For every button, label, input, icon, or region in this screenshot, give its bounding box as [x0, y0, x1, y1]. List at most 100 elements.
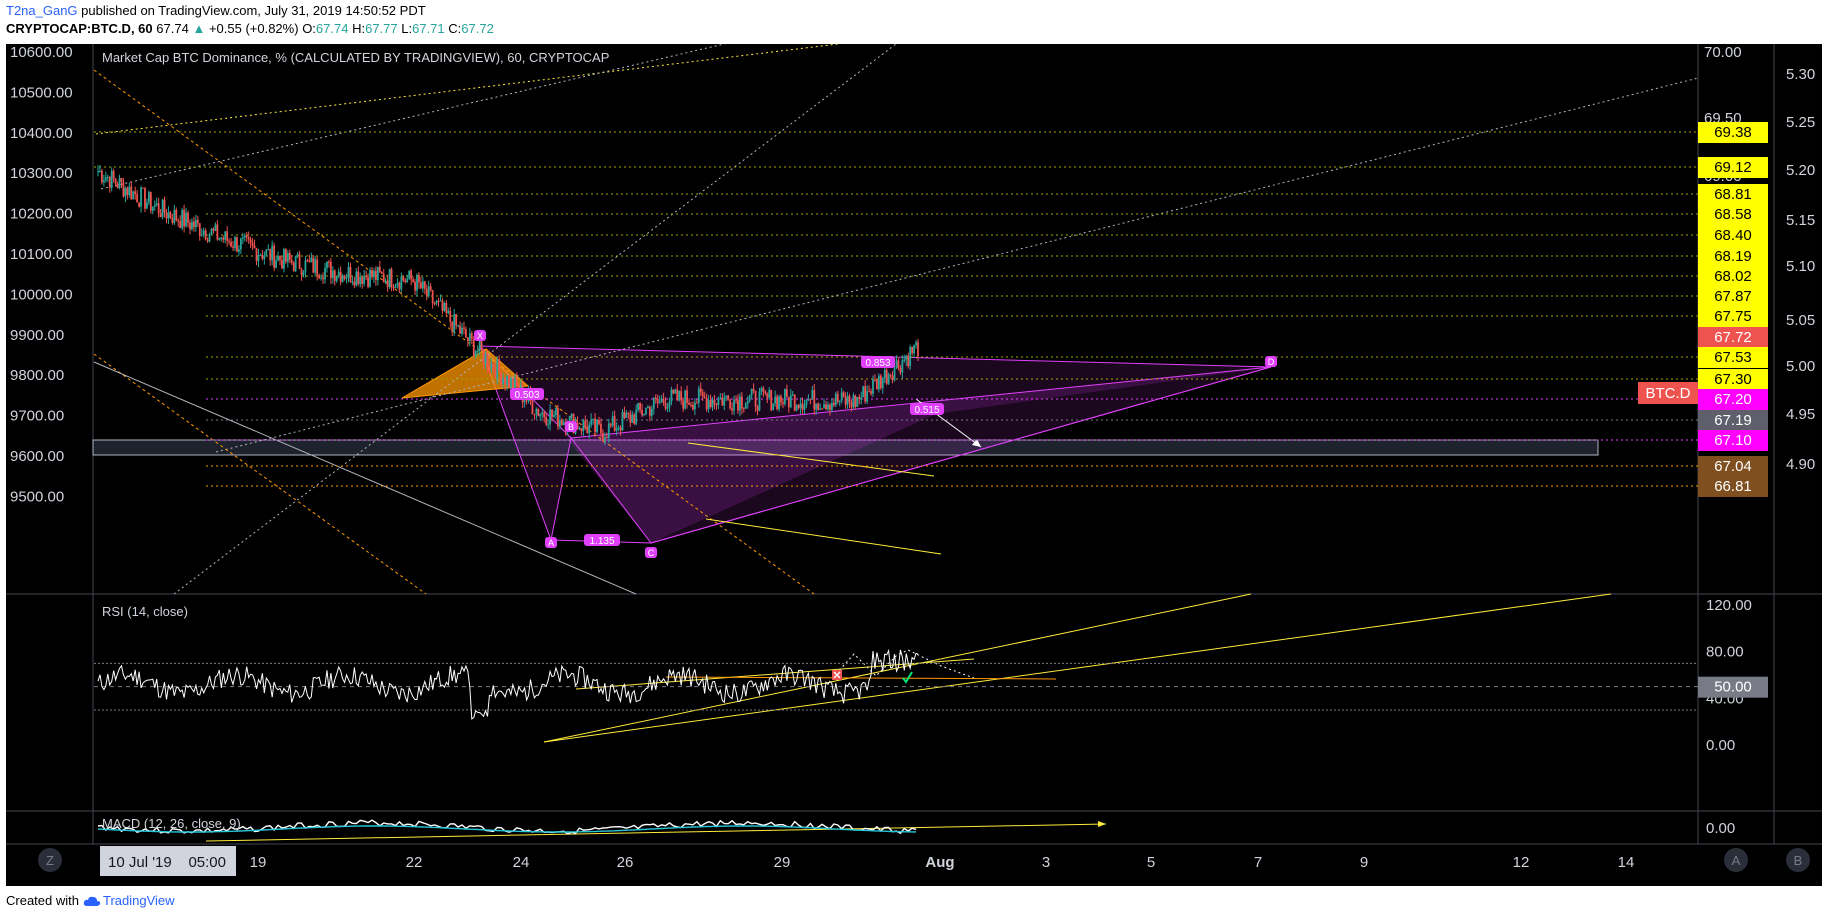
candle-body: [627, 412, 630, 414]
candle-body: [435, 300, 438, 304]
ratio-0503-badge[interactable]: [510, 388, 544, 400]
candle-body: [832, 402, 835, 406]
white-dotted-trend-1[interactable]: [100, 44, 896, 190]
candle-body: [324, 267, 326, 280]
auto-scale-label: A: [1732, 853, 1741, 868]
point-b-badge[interactable]: [565, 421, 577, 432]
rsi-channel-top[interactable]: [543, 593, 1252, 743]
candle-body: [658, 401, 661, 403]
candle-body: [159, 213, 162, 218]
wedge-top[interactable]: [687, 442, 935, 477]
orange-dotted-trend-2[interactable]: [93, 353, 427, 595]
candle-body: [746, 400, 749, 404]
point-a-badge[interactable]: [545, 537, 557, 548]
rsi-channel-inner[interactable]: [575, 658, 975, 690]
candle-body: [443, 302, 446, 311]
candle-body: [553, 415, 555, 417]
time-axis[interactable]: 19 22 24 26 29 Aug 3 5 7 9 12 14: [250, 854, 1635, 871]
gray-trend[interactable]: [93, 361, 637, 595]
candle-body: [202, 230, 205, 235]
candle-body: [838, 400, 841, 402]
candle-body: [607, 423, 610, 438]
ratio-0853-badge[interactable]: [861, 356, 895, 368]
author-link[interactable]: T2na_GanG: [6, 3, 78, 18]
candle-body: [187, 212, 189, 223]
candle-body: [157, 203, 160, 214]
candle-body: [478, 341, 481, 352]
second-axis-button[interactable]: [1786, 848, 1810, 872]
ratio-0515-label: 0.515: [914, 405, 939, 416]
point-x-badge[interactable]: [474, 330, 486, 341]
crosshair-time: 05:00: [188, 854, 226, 871]
candle-body: [318, 274, 321, 279]
auto-scale-button[interactable]: [1724, 848, 1748, 872]
point-d-label: D: [1268, 357, 1275, 367]
candle-body: [701, 392, 704, 397]
rsi-line: [97, 648, 919, 720]
candle-body: [598, 419, 600, 424]
candle-body: [631, 414, 634, 423]
rsi-channel-bottom[interactable]: [543, 593, 1612, 743]
candle-body: [308, 260, 311, 263]
macd-trend[interactable]: [205, 823, 1107, 842]
candle-body: [862, 386, 865, 398]
up-arrow-icon: ▲: [192, 21, 206, 36]
candle-body: [181, 209, 184, 229]
candle-body: [398, 282, 401, 290]
candle-body: [887, 374, 890, 384]
pattern-labels: X A B C D 0.853 1.135 0.503 0.515: [474, 330, 1277, 558]
price-tag-bg: [1698, 246, 1768, 267]
candle-body: [420, 282, 422, 289]
candle-body: [132, 191, 135, 200]
candle-body: [147, 192, 150, 203]
candle-body: [523, 400, 526, 403]
candle-body: [762, 388, 765, 392]
candle-body: [347, 266, 350, 278]
white-dotted-trend-2[interactable]: [173, 44, 897, 595]
candle-body: [433, 303, 436, 305]
point-c-badge[interactable]: [645, 547, 657, 558]
candle-body: [645, 408, 647, 415]
candle-body: [725, 395, 728, 398]
left-price-axis[interactable]: 10600.00 10500.00 10400.00 10300.00 10200.00…: [10, 44, 73, 505]
candle-body: [294, 256, 297, 272]
rsi-orange-line[interactable]: [665, 676, 1057, 680]
harmonic-fill-2: [566, 367, 1271, 543]
support-zone-rect[interactable]: [92, 439, 1599, 456]
rsi-projection[interactable]: [835, 649, 975, 679]
ratio-1135-badge[interactable]: [584, 534, 620, 546]
ratio-0515-badge[interactable]: [910, 403, 944, 415]
candle-body: [805, 399, 808, 406]
candle-body: [449, 310, 452, 322]
right-axis-tick: 5.00: [1786, 358, 1815, 375]
price-tag: 67.10: [1714, 432, 1752, 449]
zoom-reset-button[interactable]: [38, 848, 62, 872]
candle-body: [445, 302, 448, 314]
point-d-badge[interactable]: [1265, 356, 1277, 367]
candle-body: [384, 280, 387, 283]
candle-body: [664, 402, 667, 409]
candle-body: [541, 412, 544, 415]
candle-body: [815, 403, 818, 410]
candle-body: [809, 399, 812, 401]
candle-body: [866, 391, 869, 402]
candle-body: [596, 419, 598, 433]
symbol-badge[interactable]: [1638, 382, 1698, 404]
candle-body: [300, 269, 303, 275]
right-price-axis[interactable]: 70.005.3069.505.255.2069.005.155.105.055…: [1704, 44, 1815, 473]
candle-body: [737, 400, 739, 411]
candle-body: [650, 408, 653, 416]
candle-body: [578, 427, 581, 429]
candle-body: [830, 402, 833, 410]
candle-body: [361, 277, 364, 284]
tradingview-logo[interactable]: TradingView: [83, 893, 175, 908]
harmonic-xabcd[interactable]: [479, 345, 1272, 544]
chart-canvas[interactable]: X A B C D 0.853 1.135 0.503 0.515 Market…: [6, 44, 1822, 886]
right-axis-tick: 5.05: [1786, 312, 1815, 329]
wedge-bottom[interactable]: [705, 518, 942, 555]
rsi-axis-tick: 0.00: [1706, 737, 1735, 754]
price-tag: 68.58: [1714, 206, 1752, 223]
candle-body: [611, 416, 614, 426]
candle-body: [214, 224, 217, 231]
